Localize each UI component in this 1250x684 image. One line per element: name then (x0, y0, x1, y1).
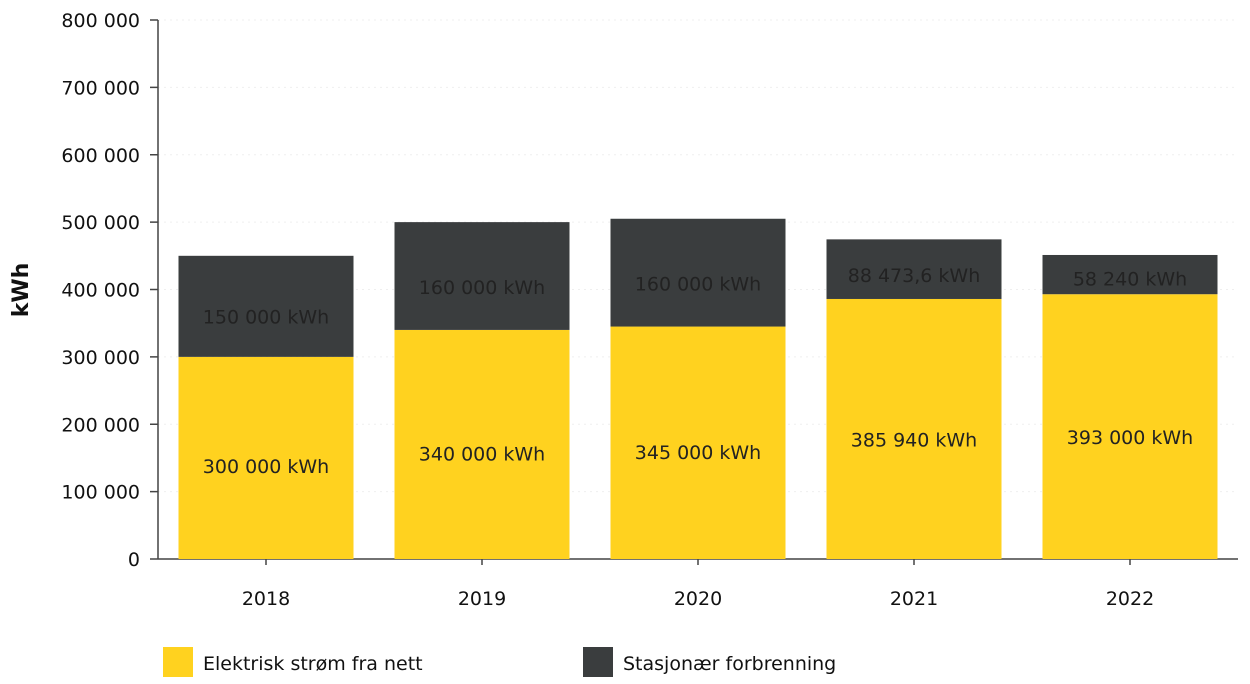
x-tick-label: 2020 (674, 588, 722, 610)
data-label: 340 000 kWh (419, 444, 545, 466)
bar-stasjonar-forbrenning (394, 222, 570, 330)
legend-label: Elektrisk strøm fra nett (203, 653, 423, 675)
bars (178, 218, 1218, 559)
legend-label: Stasjonær forbrenning (623, 653, 836, 675)
data-label: 393 000 kWh (1067, 427, 1193, 449)
bar-elektrisk-strom (178, 356, 354, 559)
data-label: 58 240 kWh (1073, 269, 1187, 291)
data-label: 88 473,6 kWh (848, 265, 980, 287)
axes: 0 100 000 200 000 300 000 400 000 500 000 600 … (61, 10, 1238, 610)
bar-stasjonar-forbrenning (826, 239, 1002, 299)
data-label: 160 000 kWh (419, 277, 545, 299)
y-tick-label: 800 000 (61, 10, 140, 32)
data-label: 150 000 kWh (203, 306, 329, 328)
y-tick-label: 0 (128, 549, 140, 571)
bar-stasjonar-forbrenning (610, 218, 786, 327)
x-tick-label: 2021 (890, 588, 938, 610)
legend: Elektrisk strøm fra nett Stasjonær forbre… (163, 647, 836, 677)
y-axis-label: kWh (9, 263, 34, 318)
data-label: 300 000 kWh (203, 456, 329, 478)
data-label: 385 940 kWh (851, 429, 977, 451)
y-tick-label: 400 000 (61, 280, 140, 302)
x-tick-label: 2022 (1106, 588, 1154, 610)
y-tick-label: 100 000 (61, 482, 140, 504)
bar-elektrisk-strom (826, 298, 1002, 559)
bar-elektrisk-strom (394, 329, 570, 559)
bar-stasjonar-forbrenning (178, 255, 354, 357)
bar-labels: 300 000 kWh 150 000 kWh 340 000 kWh 160 000… (203, 265, 1193, 478)
y-tick-label: 700 000 (61, 77, 140, 99)
legend-swatch (163, 647, 193, 677)
bar-stasjonar-forbrenning (1042, 254, 1218, 295)
x-tick-label: 2018 (242, 588, 290, 610)
data-label: 160 000 kWh (635, 273, 761, 295)
y-tick-label: 500 000 (61, 212, 140, 234)
y-tick-label: 300 000 (61, 347, 140, 369)
legend-swatch (583, 647, 613, 677)
bar-elektrisk-strom (1042, 294, 1218, 559)
y-tick-label: 600 000 (61, 145, 140, 167)
x-tick-label: 2019 (458, 588, 506, 610)
y-tick-label: 200 000 (61, 414, 140, 436)
bar-elektrisk-strom (610, 326, 786, 559)
data-label: 345 000 kWh (635, 442, 761, 464)
